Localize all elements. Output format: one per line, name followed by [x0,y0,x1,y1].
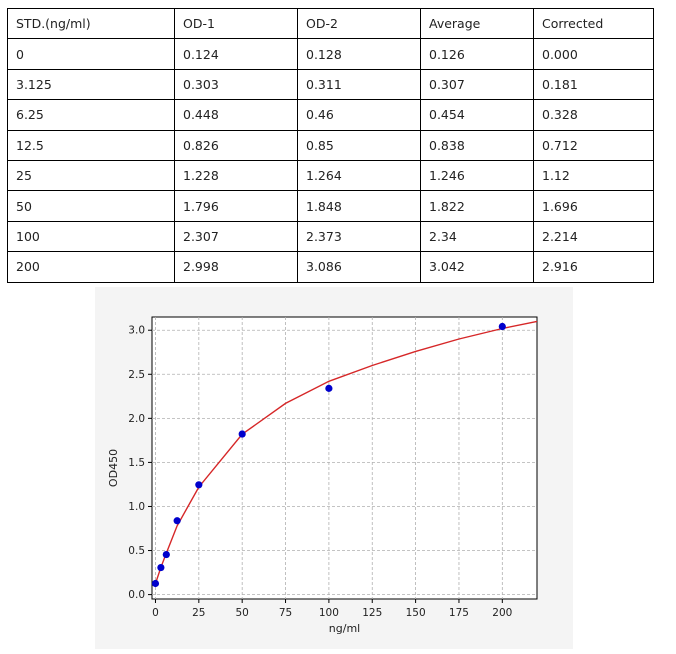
plot-area [151,316,538,600]
header-cell: OD-2 [297,7,421,40]
table-cell: 2.214 [533,220,654,253]
x-tick-label: 100 [319,607,339,619]
table-row: 12.5 0.826 0.85 0.838 0.712 [7,129,654,161]
table-row: 25 1.228 1.264 1.246 1.12 [7,159,654,192]
table-cell: 25 [7,159,175,192]
table-cell: 100 [7,220,175,253]
table-cell: 2.916 [533,251,654,283]
table-cell: 6.25 [7,99,175,131]
table-cell: 0.311 [297,68,421,101]
standard-curve-chart: 0 25 50 75 100 125 150 175 200 0.0 0.5 1.0 1.5 2.0 2.5… [95,287,573,649]
table-cell: 1.696 [533,190,654,222]
table-cell: 0.000 [533,38,654,70]
table-cell: 1.848 [297,190,421,222]
table-row: 50 1.796 1.848 1.822 1.696 [7,190,654,222]
standard-curve-table: STD.(ng/ml) OD-1 OD-2 Average Corrected 0 0.12… [7,7,654,283]
header-cell: Average [420,7,534,40]
axes: 0 25 50 75 100 125 150 175 200 0.0 0.5 1.0 1.5 2.0 2.5… [128,325,512,619]
table-row: 100 2.307 2.373 2.34 2.214 [7,220,654,253]
header-cell: STD.(ng/ml) [7,7,175,40]
data-point [162,550,170,559]
table-cell: 2.34 [420,220,534,253]
table-cell: 2.307 [174,220,298,253]
data-point [498,322,506,331]
table-cell: 0 [7,38,175,70]
grid-lines [152,317,537,599]
data-point [157,563,165,572]
table-cell: 1.12 [533,159,654,192]
table-cell: 1.822 [420,190,534,222]
table-cell: 0.85 [297,129,421,161]
data-point [173,517,181,525]
y-tick-label: 0.5 [128,545,145,557]
table-cell: 2.998 [174,251,298,283]
table-cell: 0.328 [533,99,654,131]
data-point [325,384,333,392]
table-cell: 0.181 [533,68,654,101]
table-cell: 0.448 [174,99,298,131]
table-cell: 0.712 [533,129,654,161]
x-tick-label: 75 [279,607,292,619]
x-tick-label: 125 [362,607,382,619]
table-cell: 2.373 [297,220,421,253]
table-cell: 0.454 [420,99,534,131]
data-point [238,430,246,438]
table-cell: 0.128 [297,38,421,70]
table-cell: 3.086 [297,251,421,283]
table-cell: 0.124 [174,38,298,70]
table-cell: 0.307 [420,68,534,101]
y-axis-label: OD450 [107,449,120,487]
y-tick-label: 2.5 [128,369,145,381]
y-tick-label: 1.0 [128,501,145,513]
table-cell: 0.826 [174,129,298,161]
table-cell: 1.264 [297,159,421,192]
table-cell: 0.838 [420,129,534,161]
x-tick-label: 25 [192,607,205,619]
y-tick-label: 3.0 [128,325,145,337]
x-tick-label: 175 [449,607,469,619]
x-axis-label: ng/ml [329,622,360,635]
table-row: 0 0.124 0.128 0.126 0.000 [7,38,654,70]
table-header-row: STD.(ng/ml) OD-1 OD-2 Average Corrected [7,7,654,40]
x-tick-label: 50 [235,607,248,619]
table-cell: 0.46 [297,99,421,131]
table-row: 3.125 0.303 0.311 0.307 0.181 [7,68,654,101]
data-point [195,481,203,489]
table-cell: 3.042 [420,251,534,283]
table-cell: 1.228 [174,159,298,192]
table-cell: 0.126 [420,38,534,70]
data-points [151,322,506,588]
y-tick-label: 1.5 [128,457,145,469]
data-point [151,579,160,588]
table-cell: 1.246 [420,159,534,192]
table-cell: 1.796 [174,190,298,222]
table-cell: 12.5 [7,129,175,161]
table-cell: 0.303 [174,68,298,101]
x-tick-label: 150 [406,607,426,619]
y-tick-label: 2.0 [128,413,145,425]
x-tick-label: 0 [152,607,159,619]
table-cell: 200 [7,251,175,283]
x-tick-label: 200 [492,607,512,619]
table-cell: 3.125 [7,68,175,101]
header-cell: Corrected [533,7,654,40]
table-cell: 50 [7,190,175,222]
y-tick-label: 0.0 [128,589,145,601]
chart-svg: 0 25 50 75 100 125 150 175 200 0.0 0.5 1.0 1.5 2.0 2.5… [107,316,538,635]
header-cell: OD-1 [174,7,298,40]
table-row: 6.25 0.448 0.46 0.454 0.328 [7,99,654,131]
table-row: 200 2.998 3.086 3.042 2.916 [7,251,654,283]
